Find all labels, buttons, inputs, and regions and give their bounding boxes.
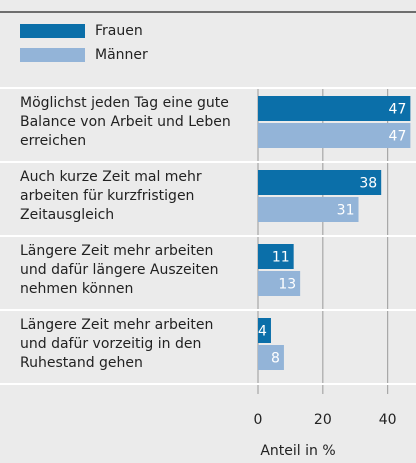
bar bbox=[258, 170, 382, 195]
x-tick-label: 0 bbox=[254, 412, 263, 428]
x-axis-label: Anteil in % bbox=[260, 443, 335, 459]
bar bbox=[258, 345, 284, 370]
bar bbox=[258, 123, 411, 148]
value-label: 4 bbox=[258, 324, 267, 340]
legend-label: Frauen bbox=[95, 23, 143, 39]
category-label: Längere Zeit mehr arbeiten und dafür vor… bbox=[20, 317, 214, 371]
bar bbox=[258, 96, 411, 121]
bar bbox=[258, 197, 359, 222]
category-label: Längere Zeit mehr arbeiten und dafür län… bbox=[20, 243, 219, 297]
value-label: 11 bbox=[272, 250, 290, 266]
bar bbox=[258, 244, 294, 269]
bar bbox=[258, 271, 301, 296]
legend-label: Männer bbox=[95, 47, 148, 63]
legend-swatch bbox=[20, 24, 85, 38]
category-label: Möglichst jeden Tag eine gute Balance vo… bbox=[20, 95, 231, 149]
value-label: 8 bbox=[271, 351, 280, 367]
x-tick-label: 20 bbox=[314, 412, 332, 428]
value-label: 47 bbox=[389, 102, 407, 118]
value-label: 38 bbox=[359, 176, 377, 192]
bar bbox=[258, 318, 271, 343]
value-label: 13 bbox=[278, 277, 296, 293]
legend-swatch bbox=[20, 48, 85, 62]
value-label: 31 bbox=[337, 203, 355, 219]
value-label: 47 bbox=[389, 129, 407, 145]
x-tick-label: 40 bbox=[379, 412, 397, 428]
category-label: Auch kurze Zeit mal mehr arbeiten für ku… bbox=[20, 169, 202, 223]
